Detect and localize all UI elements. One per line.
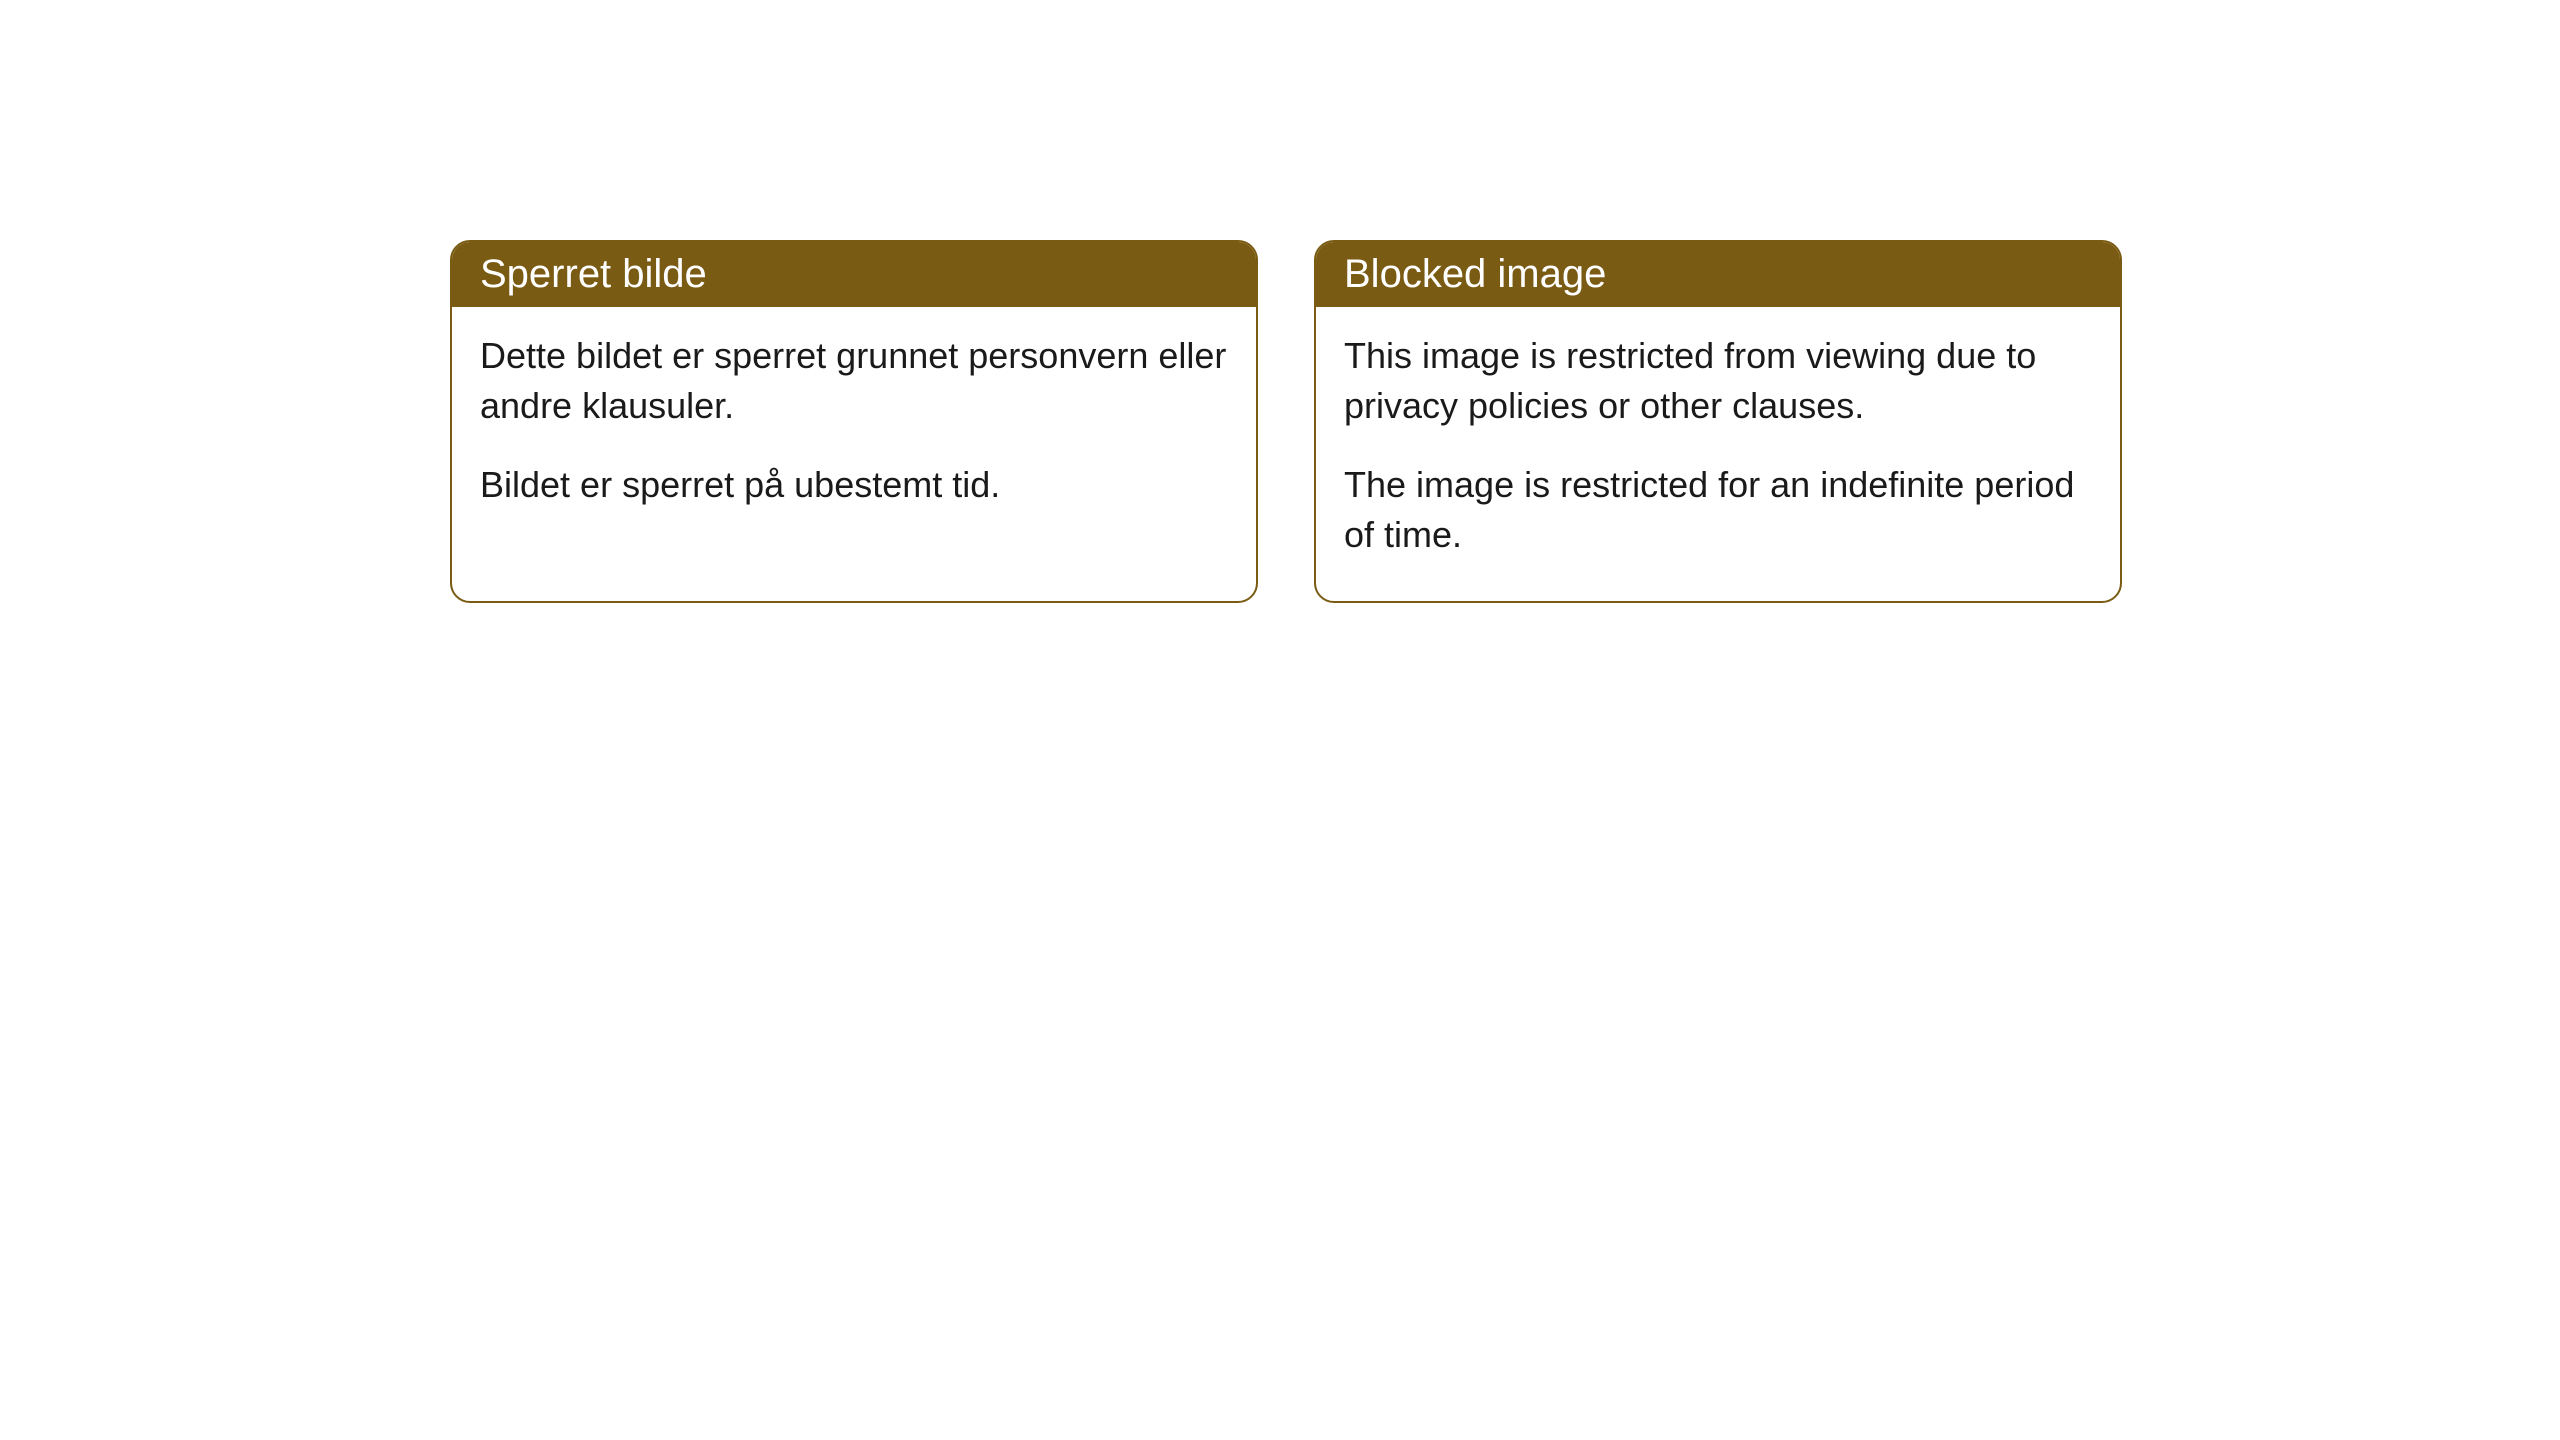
notice-card-norwegian: Sperret bilde Dette bildet er sperret gr… <box>450 240 1258 603</box>
card-title: Blocked image <box>1344 252 1606 296</box>
card-paragraph: Bildet er sperret på ubestemt tid. <box>480 460 1228 510</box>
card-body: This image is restricted from viewing du… <box>1316 307 2120 601</box>
card-paragraph: Dette bildet er sperret grunnet personve… <box>480 331 1228 432</box>
card-body: Dette bildet er sperret grunnet personve… <box>452 307 1256 550</box>
notice-card-container: Sperret bilde Dette bildet er sperret gr… <box>450 240 2122 603</box>
card-title: Sperret bilde <box>480 252 707 296</box>
notice-card-english: Blocked image This image is restricted f… <box>1314 240 2122 603</box>
card-header: Sperret bilde <box>452 242 1256 307</box>
card-header: Blocked image <box>1316 242 2120 307</box>
card-paragraph: This image is restricted from viewing du… <box>1344 331 2092 432</box>
card-paragraph: The image is restricted for an indefinit… <box>1344 460 2092 561</box>
